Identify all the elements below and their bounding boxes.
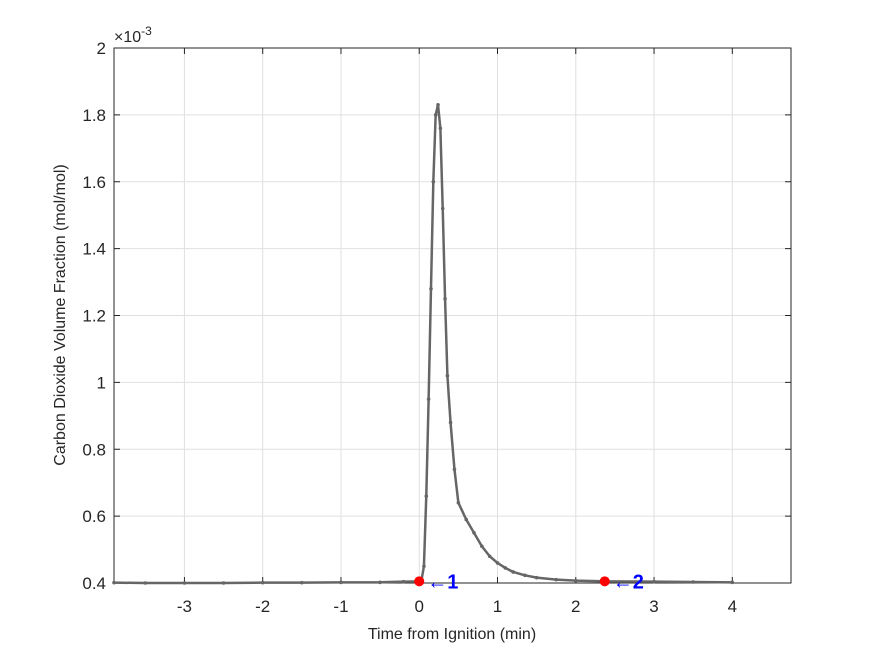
- data-point: [424, 494, 429, 498]
- y-tick-label: 1.8: [82, 106, 106, 125]
- data-point: [487, 554, 492, 559]
- data-point: [448, 420, 453, 425]
- annotation-marker: [599, 576, 610, 587]
- data-point: [431, 179, 436, 184]
- data-point: [438, 126, 443, 131]
- x-tick-labels: -3 -2 -1 0 1 2 3 4: [177, 597, 737, 616]
- y-axis-title: Carbon Dioxide Volume Fraction (mol/mol): [52, 164, 69, 465]
- y-exponent-base: ×10: [114, 29, 141, 46]
- y-tick-label: 0.6: [82, 507, 106, 526]
- data-point: [452, 467, 457, 472]
- annotation-label: ←2: [613, 571, 644, 593]
- x-tick-label: 1: [493, 597, 502, 616]
- data-point: [472, 531, 476, 535]
- data-point: [426, 397, 431, 401]
- data-point: [443, 296, 447, 301]
- x-axis-title: Time from Ignition (min): [368, 626, 536, 643]
- x-tick-label: 0: [415, 597, 424, 616]
- data-point: [221, 581, 226, 585]
- y-tick-label: 1.4: [82, 240, 106, 259]
- data-point: [339, 580, 343, 585]
- y-tick-label: 1.2: [82, 307, 106, 326]
- data-point: [534, 575, 539, 580]
- data-point: [112, 580, 116, 585]
- y-exponent-label: ×10-3: [114, 24, 152, 46]
- data-point: [464, 517, 468, 522]
- y-tick-labels: 0.4 0.6 0.8 1 1.2 1.4 1.6 1.8 2: [82, 39, 106, 593]
- data-point: [260, 580, 265, 585]
- data-point: [300, 580, 304, 585]
- y-exponent-power: -3: [141, 24, 152, 38]
- data-point: [554, 577, 559, 582]
- data-point: [143, 581, 148, 585]
- data-point: [422, 564, 426, 569]
- data-point: [456, 500, 461, 505]
- data-point: [511, 570, 515, 574]
- data-point: [182, 581, 187, 585]
- data-point: [401, 579, 406, 584]
- x-tick-label: -3: [177, 597, 192, 616]
- y-tick-label: 2: [97, 39, 106, 58]
- data-point: [378, 580, 382, 585]
- y-tick-label: 1: [97, 373, 106, 392]
- y-tick-label: 1.6: [82, 173, 106, 192]
- data-point: [433, 113, 438, 117]
- data-point: [480, 544, 484, 549]
- y-tick-label: 0.8: [82, 440, 106, 459]
- x-tick-label: 3: [649, 597, 658, 616]
- x-tick-label: -1: [333, 597, 348, 616]
- data-point: [652, 579, 656, 584]
- series-line: [113, 103, 733, 585]
- data-point: [503, 566, 508, 570]
- data-point: [436, 103, 440, 107]
- data-point: [523, 573, 527, 578]
- data-point: [495, 561, 500, 565]
- data-point: [445, 373, 450, 378]
- annotations-layer: ←1 ←2: [414, 571, 644, 593]
- data-point: [730, 580, 735, 585]
- annotation-label: ←1: [427, 571, 458, 593]
- data-point: [440, 206, 445, 211]
- annotation-marker: [414, 576, 425, 587]
- data-point: [691, 580, 695, 584]
- x-tick-label: -2: [255, 597, 270, 616]
- data-point: [429, 286, 433, 291]
- data-point: [573, 578, 578, 583]
- y-tick-label: 0.4: [82, 574, 106, 593]
- x-tick-label: 4: [728, 597, 737, 616]
- x-tick-label: 2: [571, 597, 580, 616]
